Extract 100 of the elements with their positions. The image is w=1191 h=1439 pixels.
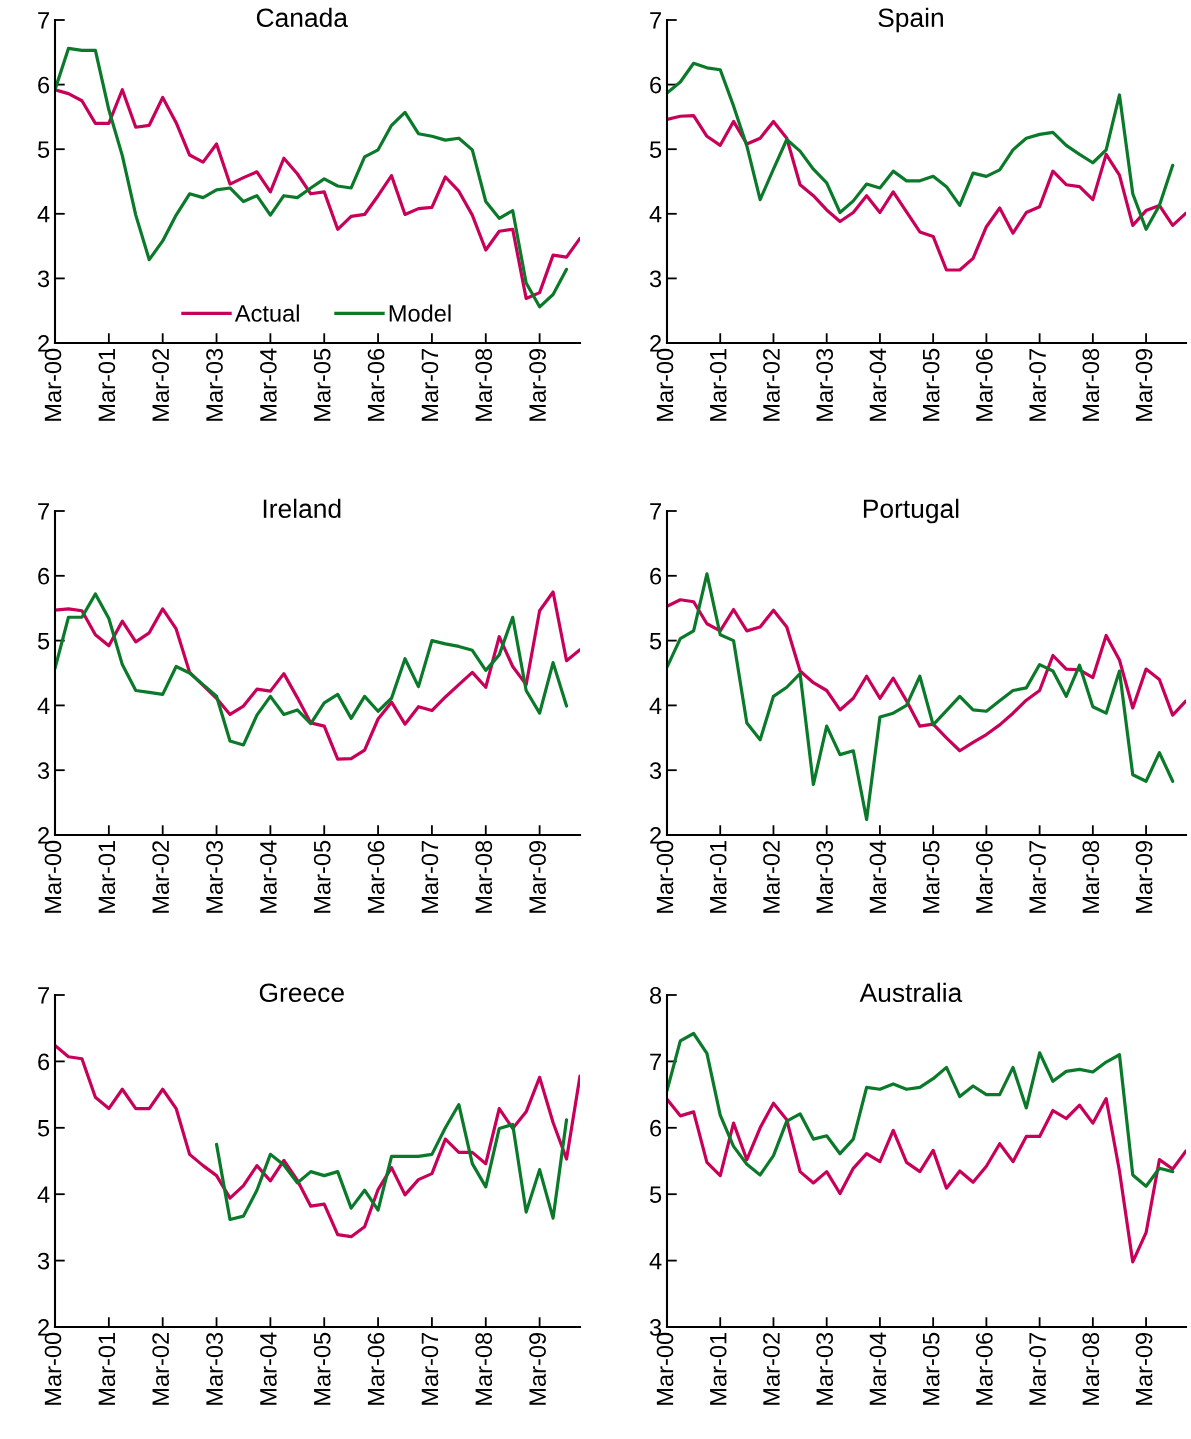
- x-tick-label: Mar-08: [1082, 840, 1100, 913]
- x-tick-label: Mar-04: [260, 840, 277, 913]
- legend-label: Model: [389, 304, 451, 322]
- x-tick-label: Mar-01: [98, 1333, 116, 1405]
- y-tick-label: 7: [650, 1053, 661, 1070]
- y-tick-label: 7: [38, 12, 49, 29]
- line-series: [55, 1043, 580, 1239]
- y-tick-label: 5: [37, 1120, 50, 1137]
- x-tick-label: Mar-07: [1029, 841, 1046, 913]
- y-tick-label: 5: [37, 632, 50, 650]
- x-tick-label: Mar-05: [922, 840, 940, 913]
- x-tick-label: Mar-07: [421, 1333, 439, 1405]
- y-tick-label: 3: [37, 1252, 50, 1270]
- x-tick-label: Mar-03: [206, 840, 223, 913]
- x-tick-label: Mar-08: [475, 1332, 493, 1405]
- x-tick-label: Mar-07: [421, 841, 439, 913]
- x-tick-label: Mar-02: [152, 1333, 170, 1405]
- chart-title: Canada: [256, 7, 348, 28]
- y-tick-label: 7: [650, 503, 661, 520]
- x-tick-label: Mar-09: [529, 348, 546, 421]
- y-tick-label: 8: [650, 987, 662, 1004]
- x-tick-label: Mar-01: [98, 349, 116, 421]
- y-tick-label: 3: [649, 762, 662, 779]
- x-tick-label: Mar-02: [152, 841, 170, 913]
- x-tick-label: Mar-01: [98, 841, 116, 913]
- y-tick-label: 6: [650, 567, 662, 585]
- y-tick-label: 6: [650, 1119, 662, 1137]
- x-tick-label: Mar-03: [816, 348, 834, 421]
- y-tick-label: 4: [37, 697, 50, 714]
- x-tick-label: Mar-07: [1029, 1333, 1046, 1405]
- x-tick-label: Mar-06: [976, 348, 993, 421]
- x-tick-label: Mar-02: [152, 349, 170, 421]
- line-series: [214, 1102, 569, 1222]
- x-tick-label: Mar-08: [1082, 348, 1100, 421]
- x-tick-label: Mar-04: [869, 840, 887, 913]
- x-tick-label: Mar-09: [1135, 348, 1153, 421]
- y-tick-label: 3: [37, 270, 50, 288]
- x-tick-label: Mar-01: [709, 841, 727, 913]
- x-tick-label: Mar-05: [313, 348, 331, 421]
- line-series: [667, 1096, 1186, 1264]
- line-series: [667, 1031, 1175, 1188]
- y-tick-label: 5: [649, 632, 662, 650]
- line-series: [55, 88, 580, 301]
- x-tick-label: Mar-06: [367, 840, 385, 913]
- chart-title: Spain: [878, 7, 943, 33]
- y-tick-label: 6: [38, 567, 50, 585]
- x-tick-label: Mar-03: [816, 840, 834, 913]
- x-tick-label: Mar-09: [529, 1332, 546, 1405]
- x-tick-label: Mar-04: [260, 348, 277, 421]
- x-tick-label: Mar-04: [260, 1332, 277, 1405]
- x-tick-label: Mar-09: [529, 840, 546, 913]
- x-tick-label: Mar-02: [763, 1333, 780, 1405]
- x-tick-label: Mar-09: [1135, 840, 1153, 913]
- x-tick-label: Mar-04: [869, 348, 887, 421]
- y-tick-label: 6: [38, 76, 50, 94]
- x-tick-label: Mar-03: [206, 348, 223, 421]
- x-tick-label: Mar-03: [206, 1332, 223, 1405]
- x-tick-label: Mar-09: [1135, 1332, 1153, 1405]
- x-tick-label: Mar-05: [922, 348, 940, 421]
- y-tick-label: 5: [649, 141, 662, 158]
- x-tick-label: Mar-05: [922, 1332, 940, 1405]
- legend-label: Actual: [234, 304, 299, 322]
- line-series: [667, 61, 1175, 231]
- y-tick-label: 7: [650, 12, 661, 29]
- y-tick-label: 5: [37, 141, 50, 158]
- y-tick-label: 4: [37, 1186, 50, 1203]
- y-tick-label: 6: [38, 1053, 50, 1071]
- x-tick-label: Mar-07: [1029, 349, 1046, 421]
- y-tick-label: 4: [649, 206, 662, 223]
- x-tick-label: Mar-08: [475, 348, 493, 421]
- y-tick-label: 3: [649, 270, 662, 288]
- x-tick-label: Mar-06: [976, 1332, 993, 1405]
- x-tick-label: Mar-05: [313, 1332, 331, 1405]
- y-tick-label: 7: [38, 987, 49, 1004]
- line-series: [667, 598, 1186, 753]
- line-series: [667, 114, 1186, 272]
- y-tick-label: 7: [38, 503, 49, 520]
- y-tick-label: 5: [649, 1186, 662, 1203]
- y-tick-label: 3: [37, 762, 50, 779]
- x-tick-label: Mar-07: [421, 349, 439, 421]
- x-tick-label: Mar-01: [709, 349, 727, 421]
- chart-title: Australia: [859, 982, 963, 1003]
- chart-title: Greece: [259, 983, 344, 1003]
- x-tick-label: Mar-02: [763, 349, 780, 421]
- x-tick-label: Mar-08: [475, 840, 493, 913]
- x-tick-label: Mar-02: [763, 841, 780, 913]
- x-tick-label: Mar-08: [1082, 1332, 1100, 1405]
- x-tick-label: Mar-03: [816, 1332, 834, 1405]
- x-tick-label: Mar-06: [367, 1332, 385, 1405]
- y-tick-label: 4: [649, 1252, 662, 1270]
- x-tick-label: Mar-06: [976, 840, 993, 913]
- x-tick-label: Mar-04: [869, 1332, 887, 1405]
- y-tick-label: 4: [649, 697, 662, 714]
- line-series: [667, 572, 1175, 822]
- y-tick-label: 4: [37, 206, 50, 223]
- x-tick-label: Mar-06: [367, 348, 385, 421]
- chart-title: Ireland: [263, 498, 341, 519]
- chart-title: Portugal: [863, 498, 959, 524]
- x-tick-label: Mar-01: [709, 1333, 727, 1405]
- y-tick-label: 6: [650, 76, 662, 94]
